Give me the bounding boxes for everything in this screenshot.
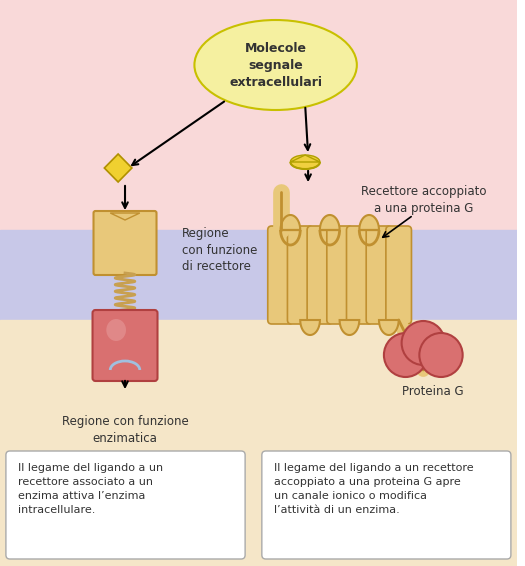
FancyBboxPatch shape [307, 226, 333, 324]
FancyBboxPatch shape [92, 310, 158, 381]
Polygon shape [300, 320, 320, 335]
Circle shape [384, 333, 427, 377]
Polygon shape [379, 320, 398, 335]
FancyBboxPatch shape [327, 226, 352, 324]
Polygon shape [110, 213, 140, 220]
Text: Regione
con funzione
di recettore: Regione con funzione di recettore [182, 226, 257, 273]
Polygon shape [320, 215, 340, 230]
FancyBboxPatch shape [366, 226, 392, 324]
Polygon shape [359, 215, 379, 230]
Bar [0, 320, 517, 566]
Text: Recettore accoppiato
a una proteina G: Recettore accoppiato a una proteina G [361, 185, 486, 215]
Text: Regione con funzione
enzimatica: Regione con funzione enzimatica [61, 415, 188, 445]
Bar [0, 230, 517, 320]
Polygon shape [340, 320, 359, 335]
FancyBboxPatch shape [288, 226, 313, 324]
FancyBboxPatch shape [346, 226, 372, 324]
Bar [0, 0, 517, 230]
FancyBboxPatch shape [6, 451, 245, 559]
Polygon shape [104, 154, 132, 182]
Ellipse shape [107, 319, 126, 341]
FancyBboxPatch shape [93, 211, 156, 275]
Text: Proteina G: Proteina G [402, 385, 464, 398]
Circle shape [402, 321, 445, 365]
Polygon shape [280, 215, 300, 230]
Text: Il legame del ligando a un recettore
accoppiato a una proteina G apre
un canale : Il legame del ligando a un recettore acc… [274, 463, 473, 515]
Circle shape [419, 333, 463, 377]
FancyBboxPatch shape [386, 226, 412, 324]
Text: Il legame del ligando a un
recettore associato a un
enzima attiva l’enzima
intra: Il legame del ligando a un recettore ass… [18, 463, 163, 515]
Text: Molecole
segnale
extracellulari: Molecole segnale extracellulari [229, 41, 322, 88]
FancyBboxPatch shape [268, 226, 293, 324]
Ellipse shape [194, 20, 357, 110]
Ellipse shape [290, 155, 320, 169]
FancyBboxPatch shape [262, 451, 511, 559]
Polygon shape [290, 155, 320, 162]
